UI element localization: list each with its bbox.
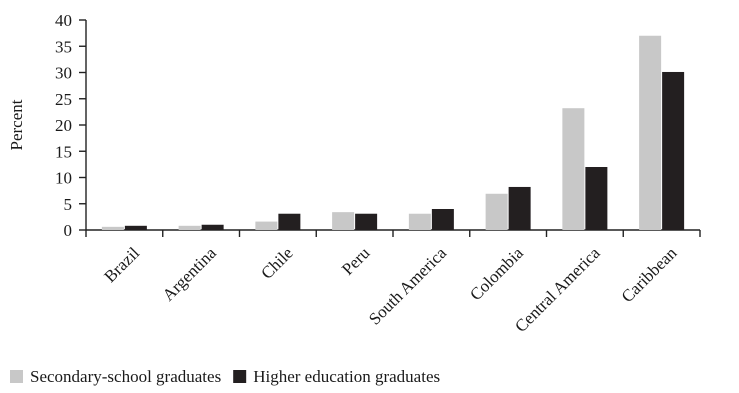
bar-higher-south-america xyxy=(431,209,454,230)
x-tick-label: South America xyxy=(365,243,451,329)
bar-higher-caribbean xyxy=(662,71,685,230)
y-tick-label: 15 xyxy=(55,142,72,161)
x-tick-label: Caribbean xyxy=(618,243,681,306)
y-tick-label: 40 xyxy=(55,11,72,30)
bar-higher-colombia xyxy=(508,186,531,230)
bar-secondary-argentina xyxy=(178,225,201,230)
bar-secondary-chile xyxy=(255,221,278,230)
bar-secondary-brazil xyxy=(101,226,124,230)
bar-higher-central-america xyxy=(585,167,608,230)
x-tick-label: Chile xyxy=(257,243,296,282)
bar-secondary-peru xyxy=(332,212,355,230)
bar-secondary-south-america xyxy=(408,213,431,230)
legend-swatch-higher xyxy=(233,370,247,383)
bars xyxy=(101,35,685,230)
bar-higher-chile xyxy=(278,213,301,230)
y-tick-label: 30 xyxy=(55,64,72,83)
x-tick-label: Brazil xyxy=(100,243,143,286)
legend: Secondary-school graduates Higher educati… xyxy=(10,367,440,386)
bar-higher-peru xyxy=(355,213,378,230)
bar-higher-argentina xyxy=(201,224,224,230)
bar-higher-brazil xyxy=(124,225,147,230)
y-tick-label: 20 xyxy=(55,116,72,135)
y-tick-label: 0 xyxy=(64,221,73,240)
bar-secondary-central-america xyxy=(562,108,585,230)
y-tick-label: 10 xyxy=(55,169,72,188)
y-tick-label: 35 xyxy=(55,37,72,56)
x-tick-label: Argentina xyxy=(159,243,221,305)
legend-label-secondary: Secondary-school graduates xyxy=(30,367,221,386)
bar-secondary-colombia xyxy=(485,193,508,230)
x-tick-label: Colombia xyxy=(466,243,527,304)
legend-swatch-secondary xyxy=(10,370,23,383)
bar-secondary-caribbean xyxy=(639,35,662,230)
y-tick-label: 25 xyxy=(55,90,72,109)
y-axis-label: Percent xyxy=(7,99,26,150)
legend-label-higher: Higher education graduates xyxy=(253,367,440,386)
y-tick-label: 5 xyxy=(64,195,73,214)
x-tick-label: Peru xyxy=(338,243,374,279)
